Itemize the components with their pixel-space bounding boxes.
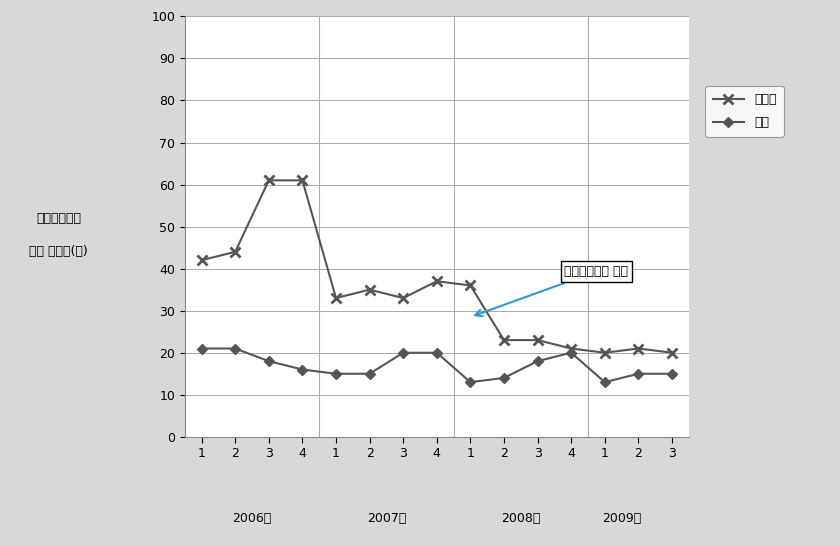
내과	[365, 371, 375, 377]
신경과	[667, 349, 677, 356]
신경과	[600, 349, 610, 356]
신경과	[365, 286, 375, 293]
내과	[667, 371, 677, 377]
Text: 일별 실인원(명): 일별 실인원(명)	[29, 245, 88, 258]
신경과	[533, 337, 543, 343]
신경과	[566, 345, 576, 352]
신경과	[331, 295, 341, 301]
신경과	[197, 257, 207, 264]
내과	[331, 371, 341, 377]
Text: 2008년: 2008년	[501, 513, 540, 525]
신경과	[264, 177, 274, 183]
내과	[465, 379, 475, 385]
내과	[398, 349, 408, 356]
신경과	[465, 282, 475, 289]
내과	[633, 371, 643, 377]
Text: 2009년: 2009년	[602, 513, 641, 525]
Text: 2006년: 2006년	[233, 513, 271, 525]
신경과	[432, 278, 442, 284]
내과	[566, 349, 576, 356]
신경과	[398, 295, 408, 301]
내과	[533, 358, 543, 364]
신경과	[230, 248, 240, 255]
Text: 전문의된인당: 전문의된인당	[36, 212, 81, 225]
내과	[297, 366, 307, 373]
Text: 신경과전문의 변화: 신경과전문의 변화	[475, 265, 628, 316]
내과	[432, 349, 442, 356]
내과	[197, 345, 207, 352]
Legend: 신경과, 내과: 신경과, 내과	[705, 86, 784, 136]
내과	[600, 379, 610, 385]
신경과	[297, 177, 307, 183]
Text: 2007년: 2007년	[367, 513, 406, 525]
Line: 신경과: 신경과	[197, 175, 677, 358]
내과	[230, 345, 240, 352]
신경과	[499, 337, 509, 343]
내과	[264, 358, 274, 364]
내과	[499, 375, 509, 381]
Line: 내과: 내과	[198, 345, 675, 385]
신경과	[633, 345, 643, 352]
